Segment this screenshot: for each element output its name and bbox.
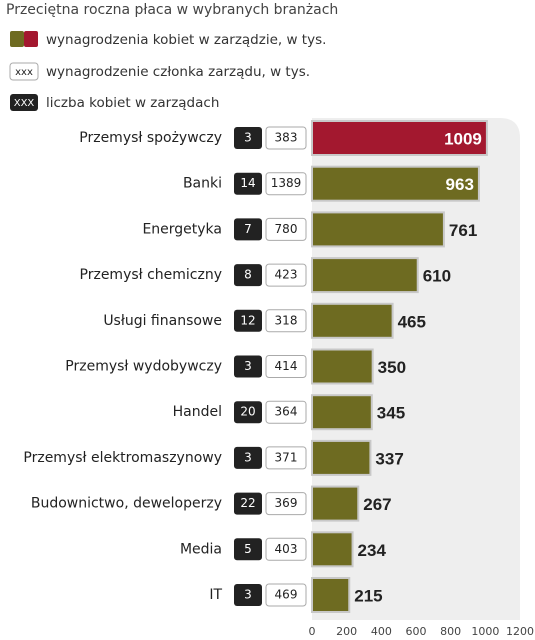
x-tick-label: 0 <box>309 625 316 638</box>
x-tick-label: 1000 <box>471 625 499 638</box>
pay-text: 469 <box>275 588 298 602</box>
chart-title: Przeciętna roczna płaca w wybranych bran… <box>6 2 338 18</box>
legend-swatch <box>9 62 39 81</box>
value-label: 337 <box>375 449 403 468</box>
pay-text: 318 <box>275 313 298 327</box>
bar <box>311 165 480 202</box>
pay-text: 423 <box>275 268 298 282</box>
count-box <box>234 538 262 561</box>
x-tick-label: 1200 <box>506 625 534 638</box>
bar <box>311 394 373 431</box>
legend-swatch-left <box>10 31 24 47</box>
pay-box <box>265 172 307 196</box>
value-label: 1009 <box>444 129 482 148</box>
value-label: 610 <box>423 267 451 286</box>
bar <box>311 485 360 522</box>
bar <box>311 577 351 613</box>
legend-label: liczba kobiet w zarządach <box>46 95 219 111</box>
legend-label: wynagrodzenia kobiet w zarządzie, w tys. <box>46 32 326 48</box>
category-label: IT <box>209 587 222 603</box>
pay-box <box>265 583 307 607</box>
count-text: 5 <box>244 542 252 556</box>
count-box <box>234 584 262 606</box>
pay-text: 780 <box>275 222 298 236</box>
value-label: 215 <box>354 586 382 605</box>
value-label: 234 <box>358 541 387 560</box>
pay-box <box>265 446 307 470</box>
legend-label: wynagrodzenie członka zarządu, w tys. <box>46 64 310 80</box>
count-text: 3 <box>244 588 252 602</box>
category-label: Usługi finansowe <box>103 313 222 329</box>
pay-text: 383 <box>275 131 298 145</box>
count-box <box>234 127 262 149</box>
pay-box <box>265 126 307 150</box>
legend-swatch-right <box>24 31 38 47</box>
x-tick-label: 400 <box>371 625 392 638</box>
bar <box>311 257 419 294</box>
count-box <box>234 172 262 195</box>
pay-box <box>265 400 307 424</box>
count-text: 12 <box>240 313 255 327</box>
value-label: 350 <box>378 358 406 377</box>
count-box <box>234 492 262 515</box>
pay-text: 1389 <box>271 176 302 190</box>
category-label: Budownictwo, deweloperzy <box>31 496 222 512</box>
category-label: Przemysł chemiczny <box>80 267 222 283</box>
category-label: Energetyka <box>142 221 222 237</box>
legend-swatch <box>10 94 38 111</box>
bar <box>311 120 488 156</box>
bar <box>311 439 372 476</box>
count-text: 7 <box>244 222 252 236</box>
legend-swatch-text: XXX <box>14 98 35 109</box>
count-box <box>234 446 262 469</box>
value-label: 345 <box>377 404 405 423</box>
pay-box <box>265 217 307 241</box>
count-text: 3 <box>244 359 252 373</box>
pay-box <box>265 263 307 287</box>
category-label: Przemysł wydobywczy <box>65 359 222 375</box>
count-text: 3 <box>244 131 252 145</box>
count-text: 22 <box>240 496 255 510</box>
category-label: Handel <box>173 404 222 420</box>
pay-box <box>265 492 307 516</box>
bar <box>311 531 354 568</box>
category-label: Przemysł spożywczy <box>79 130 222 146</box>
category-label: Banki <box>183 176 222 192</box>
value-label: 963 <box>446 175 474 194</box>
legend-swatch-text: xxx <box>15 67 33 78</box>
x-tick-label: 200 <box>336 625 357 638</box>
pay-text: 369 <box>275 496 298 510</box>
bar <box>311 211 445 248</box>
count-box <box>234 355 262 378</box>
count-box <box>234 218 262 241</box>
value-label: 761 <box>449 221 477 240</box>
category-label: Przemysł elektromaszynowy <box>23 450 222 466</box>
count-box <box>234 264 262 287</box>
pay-text: 364 <box>275 405 298 419</box>
count-box <box>234 401 262 424</box>
x-tick-label: 800 <box>440 625 461 638</box>
pay-text: 403 <box>275 542 298 556</box>
pay-box <box>265 309 307 333</box>
pay-text: 371 <box>275 450 298 464</box>
count-text: 20 <box>240 405 255 419</box>
pay-text: 414 <box>275 359 298 373</box>
count-text: 8 <box>244 268 252 282</box>
count-box <box>234 309 262 332</box>
count-text: 14 <box>240 176 255 190</box>
count-text: 3 <box>244 450 252 464</box>
pay-box <box>265 537 307 561</box>
bar <box>311 348 374 385</box>
bar <box>311 302 394 339</box>
category-label: Media <box>180 541 222 557</box>
x-tick-label: 600 <box>406 625 427 638</box>
value-label: 267 <box>363 495 391 514</box>
pay-box <box>265 355 307 378</box>
value-label: 465 <box>398 312 426 331</box>
